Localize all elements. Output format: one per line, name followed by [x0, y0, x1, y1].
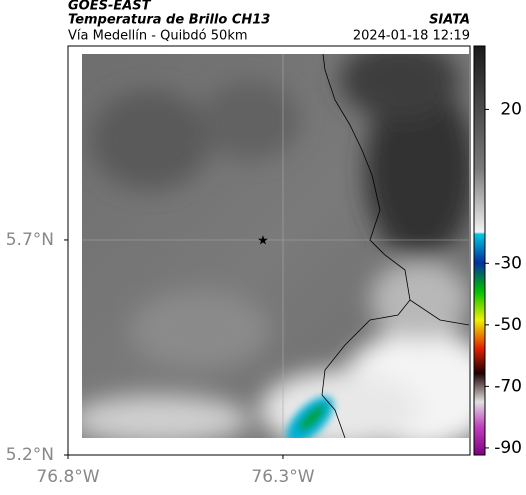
- satellite-image: [82, 54, 469, 438]
- colorbar-tick-label: 20: [500, 99, 522, 119]
- colorbar-tick-label: -50: [494, 315, 522, 335]
- colorbar-tick-label: -90: [494, 438, 522, 458]
- product: GOES-EAST: [68, 0, 152, 14]
- datetime: 2024-01-18 12:19: [353, 29, 470, 44]
- map-frame: [67, 45, 471, 456]
- y-tick-label: 5.2°N: [6, 445, 54, 465]
- colorbar-tick-label: -70: [494, 376, 522, 396]
- colorbar-tick-label: -30: [494, 253, 522, 273]
- location-marker: ★: [257, 234, 269, 249]
- title: Temperatura de Brillo CH13: [68, 13, 270, 28]
- source: SIATA: [429, 13, 470, 28]
- x-tick-label: 76.8°W: [36, 467, 99, 487]
- subtitle: Vía Medellín - Quibdó 50km: [68, 29, 248, 44]
- colorbar: [473, 45, 486, 456]
- y-tick-label: 5.7°N: [6, 230, 54, 250]
- x-tick-label: 76.3°W: [251, 467, 314, 487]
